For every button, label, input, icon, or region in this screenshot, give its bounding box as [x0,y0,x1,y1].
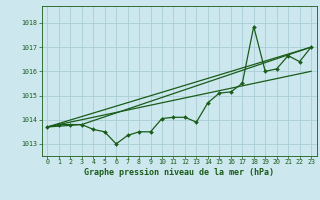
X-axis label: Graphe pression niveau de la mer (hPa): Graphe pression niveau de la mer (hPa) [84,168,274,177]
